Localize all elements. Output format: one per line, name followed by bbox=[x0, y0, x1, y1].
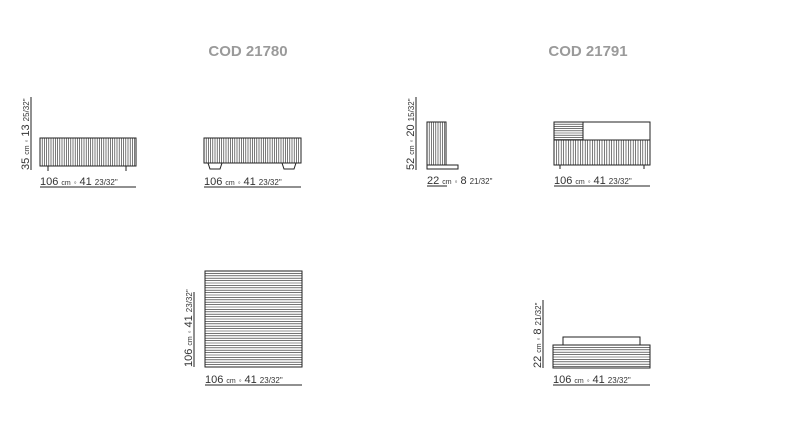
dim-cm: 106 bbox=[553, 374, 571, 386]
dim-sep: ◦ bbox=[587, 376, 590, 385]
dim-unit: cm bbox=[574, 378, 584, 385]
dimension-label: 35 cm ◦ 13 25/32" bbox=[20, 98, 32, 170]
dim-cm: 52 bbox=[405, 158, 417, 170]
dim-cm: 106 bbox=[183, 349, 195, 367]
dim-inch: 41 bbox=[244, 176, 256, 188]
dim-fraction: 23/32" bbox=[259, 178, 282, 187]
dim-sep: ◦ bbox=[74, 178, 77, 187]
dim-sep: ◦ bbox=[407, 139, 416, 142]
product-code: COD 21780 bbox=[208, 43, 287, 60]
dim-sep: ◦ bbox=[22, 139, 31, 142]
dimension-label: 106 cm ◦ 41 23/32" bbox=[183, 289, 195, 367]
dim-inch: 41 bbox=[183, 315, 195, 327]
top-view bbox=[552, 344, 651, 369]
dim-sep: ◦ bbox=[455, 177, 458, 186]
dim-unit: cm bbox=[226, 378, 236, 385]
dim-fraction: 23/32" bbox=[608, 376, 631, 385]
dim-sep: ◦ bbox=[238, 178, 241, 187]
dim-cm: 22 bbox=[532, 356, 544, 368]
dimension-label: 52 cm ◦ 20 15/32" bbox=[405, 98, 417, 170]
dim-cm: 106 bbox=[204, 176, 222, 188]
dim-unit: cm bbox=[187, 336, 194, 346]
dim-sep: ◦ bbox=[239, 376, 242, 385]
dim-inch: 41 bbox=[594, 175, 606, 187]
dim-fraction: 25/32" bbox=[22, 98, 31, 121]
dim-unit: cm bbox=[536, 343, 543, 353]
dim-sep: ◦ bbox=[185, 330, 194, 333]
dim-sep: ◦ bbox=[534, 337, 543, 340]
dim-unit: cm bbox=[24, 145, 31, 155]
dim-inch: 8 bbox=[460, 175, 466, 187]
drawings bbox=[39, 121, 651, 369]
dim-inch: 41 bbox=[593, 374, 605, 386]
dimension: 106 cm ◦ 41 23/32" bbox=[183, 289, 195, 367]
dim-unit: cm bbox=[442, 179, 452, 186]
dim-fraction: 23/32" bbox=[609, 177, 632, 186]
dim-sep: ◦ bbox=[588, 177, 591, 186]
dim-fraction: 15/32" bbox=[407, 98, 416, 121]
dim-cm: 35 bbox=[20, 158, 32, 170]
dim-cm: 22 bbox=[427, 175, 439, 187]
dim-unit: cm bbox=[409, 145, 416, 155]
side-view bbox=[426, 121, 447, 166]
dim-unit: cm bbox=[575, 179, 585, 186]
dim-unit: cm bbox=[225, 180, 235, 187]
dim-cm: 106 bbox=[554, 175, 572, 187]
dim-cm: 106 bbox=[205, 374, 223, 386]
dim-inch: 41 bbox=[245, 374, 257, 386]
cushion bbox=[562, 336, 641, 346]
product-code: COD 21791 bbox=[548, 43, 627, 60]
dim-fraction: 23/32" bbox=[260, 376, 283, 385]
dim-cm: 106 bbox=[40, 176, 58, 188]
dimension: 22 cm ◦ 8 21/32" bbox=[532, 300, 544, 368]
front-view bbox=[39, 137, 137, 167]
dim-unit: cm bbox=[61, 180, 71, 187]
dim-inch: 13 bbox=[20, 124, 32, 136]
dim-fraction: 23/32" bbox=[185, 289, 194, 312]
dimension-label: 22 cm ◦ 8 21/32" bbox=[532, 302, 544, 368]
dim-inch: 20 bbox=[405, 124, 417, 136]
dim-inch: 8 bbox=[532, 328, 544, 334]
dim-inch: 41 bbox=[80, 176, 92, 188]
dim-fraction: 23/32" bbox=[95, 178, 118, 187]
dimension: 35 cm ◦ 13 25/32" bbox=[20, 97, 32, 170]
dimension: 52 cm ◦ 20 15/32" bbox=[405, 97, 417, 170]
dim-fraction: 21/32" bbox=[470, 177, 493, 186]
dim-fraction: 21/32" bbox=[534, 302, 543, 325]
